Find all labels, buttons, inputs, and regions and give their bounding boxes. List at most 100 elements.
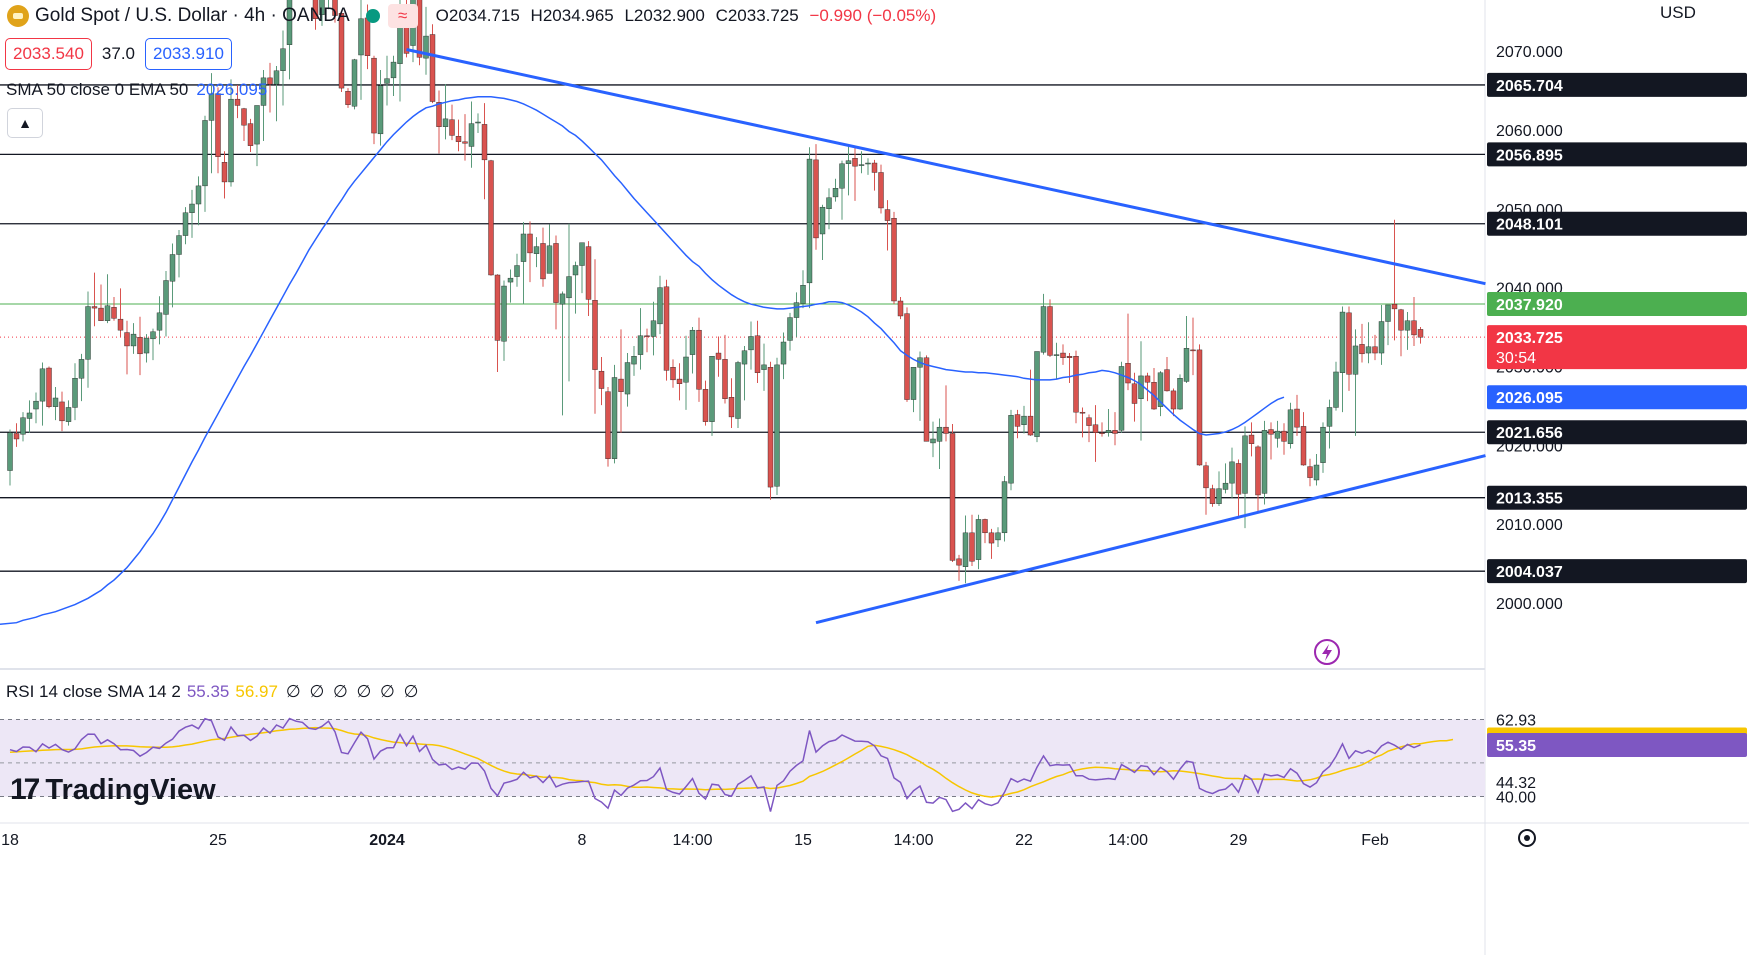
gold-coin-icon xyxy=(7,5,29,27)
candle-body xyxy=(1203,465,1209,489)
candle-body xyxy=(345,91,351,105)
candle-body xyxy=(7,432,13,471)
candle-body xyxy=(1255,446,1261,496)
candle-body xyxy=(1105,430,1112,433)
rsi-legend-value: 55.35 xyxy=(186,682,230,701)
candle-body xyxy=(1352,345,1359,375)
candle-body xyxy=(741,350,748,365)
ohlc-open: O2034.715 xyxy=(435,6,520,25)
level-badge-6-bg xyxy=(1487,559,1747,584)
rsi-tick-label: 44.32 xyxy=(1496,775,1536,792)
sell-button[interactable]: 2033.540 xyxy=(5,38,92,70)
candle-body xyxy=(234,98,241,106)
candle-body xyxy=(1079,411,1086,414)
sma-50-line xyxy=(0,96,1285,626)
wave-icon[interactable]: ≈ xyxy=(387,4,418,28)
candle-body xyxy=(59,401,65,422)
candle-body xyxy=(553,243,559,303)
candle-body xyxy=(169,254,176,282)
ma-value-badge-bg xyxy=(1487,385,1747,410)
candle-body xyxy=(215,93,221,157)
currency-label[interactable]: USD xyxy=(1660,3,1696,22)
candle-body xyxy=(189,203,195,213)
candle-body xyxy=(930,438,936,444)
candle-body xyxy=(507,277,514,283)
candle-body xyxy=(1359,344,1365,355)
candle-body xyxy=(1164,369,1170,392)
ohlc-close: C2033.725 xyxy=(715,6,799,25)
candle-body xyxy=(1183,348,1190,382)
ascending-support-trendline xyxy=(815,454,1486,625)
candle-body xyxy=(254,105,260,145)
candle-body xyxy=(774,364,780,487)
candle-body xyxy=(1287,409,1294,444)
candle-body xyxy=(1170,390,1177,410)
candle-body xyxy=(1053,354,1060,356)
candle-body xyxy=(1326,407,1333,427)
live-status-icon xyxy=(365,9,380,23)
quote-row: 2033.540 37.0 2033.910 xyxy=(5,38,232,70)
candle-body xyxy=(819,206,826,235)
candle-body xyxy=(494,274,501,341)
candle-body xyxy=(241,108,247,126)
candle-body xyxy=(1073,355,1079,413)
chevron-up-icon: ▲ xyxy=(18,115,32,131)
candle-body xyxy=(1099,432,1105,434)
candle-body xyxy=(384,78,390,84)
candle-body xyxy=(429,34,436,102)
candle-body xyxy=(579,242,585,266)
candle-body xyxy=(975,519,982,560)
rsi-sma-line xyxy=(9,726,1454,798)
candle-body xyxy=(1118,366,1125,431)
rsi-value-badge-label: 55.35 xyxy=(1496,738,1536,755)
settings-gear-icon[interactable] xyxy=(1518,829,1536,847)
candle-body xyxy=(351,59,358,107)
candle-body xyxy=(1378,321,1385,354)
ma-legend[interactable]: SMA 50 close 0 EMA 50 2026.095 xyxy=(6,80,267,100)
time-tick-label: 29 xyxy=(1230,832,1248,849)
buy-button[interactable]: 2033.910 xyxy=(145,38,232,70)
candle-body xyxy=(1112,430,1118,434)
candle-body xyxy=(137,337,143,355)
candle-body xyxy=(1125,363,1131,384)
candle-body xyxy=(813,159,819,239)
candle-body xyxy=(1333,371,1339,408)
candle-body xyxy=(182,212,189,236)
candle-body xyxy=(761,364,767,370)
lightning-bolt xyxy=(1322,644,1332,661)
candle-body xyxy=(897,300,904,317)
candle-body xyxy=(1040,306,1047,353)
candle-body xyxy=(85,306,91,360)
candle-body xyxy=(1411,320,1417,336)
candle-body xyxy=(1417,329,1424,338)
candle-body xyxy=(273,70,280,85)
level-badge-2-bg xyxy=(1487,142,1747,167)
candle-body xyxy=(338,13,345,89)
time-tick-label: 14:00 xyxy=(1108,832,1148,849)
candle-body xyxy=(1346,312,1352,375)
rsi-legend[interactable]: RSI 14 close SMA 14 2 55.35 56.97 ∅ ∅ ∅ ∅ ∅… xyxy=(6,682,420,702)
candle-body xyxy=(130,333,137,347)
candle-body xyxy=(124,332,130,347)
candle-body xyxy=(501,285,507,342)
ohlc-change: −0.990 (−0.05%) xyxy=(809,6,937,25)
candle-body xyxy=(13,433,20,440)
candle-body xyxy=(1131,383,1138,404)
rsi-tick-label: 62.93 xyxy=(1496,712,1536,729)
tradingview-logo[interactable]: 17 TradingView xyxy=(10,773,216,807)
candle-body xyxy=(982,519,988,534)
candle-body xyxy=(117,318,124,331)
candle-body xyxy=(832,188,839,198)
collapse-legend-button[interactable]: ▲ xyxy=(7,108,43,138)
candle-body xyxy=(1385,304,1391,322)
time-tick-label: 14:00 xyxy=(893,832,933,849)
candle-body xyxy=(884,209,891,221)
ohlc-high: H2034.965 xyxy=(530,6,614,25)
symbol-title[interactable]: Gold Spot / U.S. Dollar · 4h · OANDA xyxy=(35,5,350,26)
candle-body xyxy=(618,378,624,392)
ohlc-readout: O2034.715 H2034.965 L2032.900 C2033.725 … xyxy=(436,6,942,26)
candle-body xyxy=(865,162,871,165)
candle-body xyxy=(1391,303,1398,310)
